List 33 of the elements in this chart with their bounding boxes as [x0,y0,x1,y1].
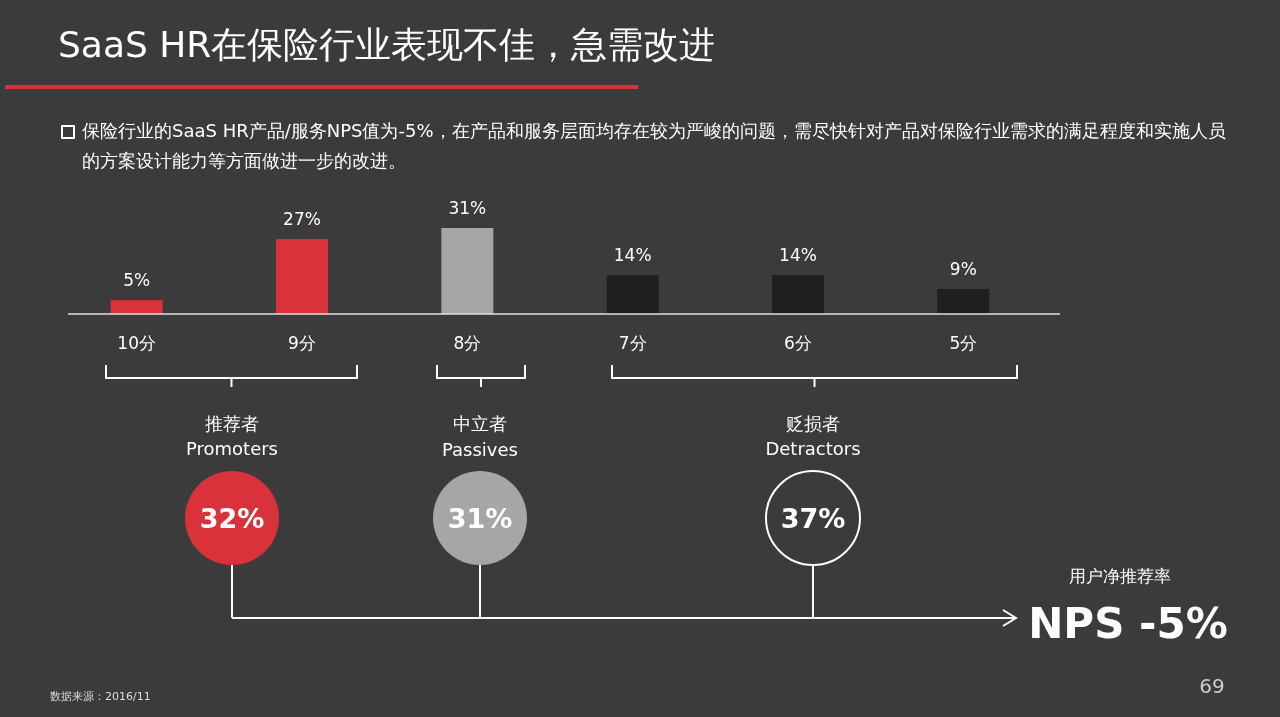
bar [441,228,494,314]
x-tick-label: 8分 [453,333,482,353]
chart-subtitle: 保险行业的SaaS HR产品/服务NPS值为-5%，在产品和服务层面均存在较为严峻的问题，需尽快针对产品对保险行业需求的满足程度和实施人员的方案设计能力等方面做进一步的改进。 [82,119,1227,173]
text: Detractors [765,438,861,459]
x-tick-label: 5分 [949,333,978,353]
bar [606,275,659,314]
text: 用户净推荐率 [1069,566,1171,586]
bar [937,289,990,314]
data-label: 9% [949,259,977,280]
text: NPS -5% [1028,599,1228,648]
text: 37% [780,503,846,534]
text: 69 [1199,674,1225,698]
bar [110,300,163,314]
x-tick-label: 6分 [784,333,812,353]
text: 贬损者 [786,413,840,434]
text: 32% [199,503,265,534]
data-label: 27% [283,209,321,230]
chart-title: SaaS HR在保险行业表现不佳，急需改进 [58,24,716,65]
x-tick-label: 9分 [288,333,316,353]
text: Promoters [185,438,279,459]
data-label: 14% [779,245,817,266]
bar [772,275,824,314]
data-label: 14% [613,245,652,266]
data-label: 31% [448,198,487,218]
bar [276,239,328,314]
text: 31% [447,503,513,534]
x-tick-label: 10分 [117,333,156,353]
data-label: 5% [123,270,151,291]
text: 推荐者 [205,413,259,434]
source-note: 数据来源：2016/11 [50,690,151,703]
text: 中立者 [453,413,507,434]
text: Passives [442,439,518,460]
x-tick-label: 7分 [618,333,647,353]
